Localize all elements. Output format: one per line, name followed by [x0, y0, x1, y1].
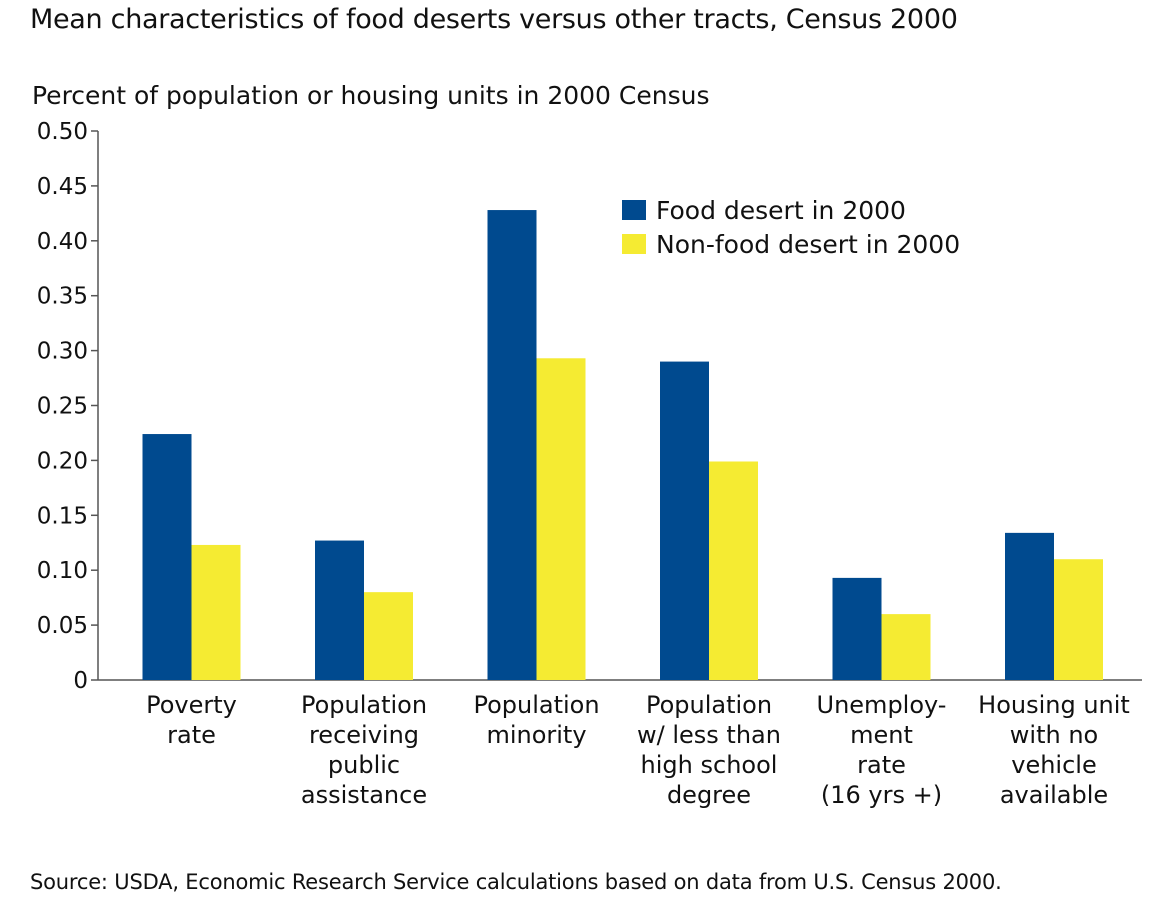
bar-food-desert: [487, 210, 537, 680]
y-tick-label: 0.40: [37, 229, 88, 255]
chart-title: Mean characteristics of food deserts ver…: [30, 4, 958, 35]
bar-non-food-desert: [881, 614, 931, 680]
y-ticks: 0 0.05 0.10 0.15 0.20 0.25 0.30 0.35 0.40 0.45 0.5…: [37, 119, 98, 694]
x-tick-label: Poverty rate: [146, 691, 237, 749]
x-tick-label: Housing unit with no vehicle available: [978, 691, 1130, 809]
bar-food-desert: [660, 361, 709, 680]
y-tick-label: 0.25: [37, 394, 88, 420]
x-tick-label: Population w/ less than high school degree: [637, 691, 781, 809]
bar-food-desert: [142, 434, 192, 680]
y-tick-label: 0: [73, 668, 88, 694]
bar-non-food-desert: [536, 358, 586, 680]
y-axis-label: Percent of population or housing units i…: [32, 81, 709, 110]
legend-swatch: [622, 234, 646, 254]
x-tick-label: Population minority: [473, 691, 599, 749]
bar-non-food-desert: [191, 544, 241, 680]
y-tick-label: 0.10: [37, 558, 88, 584]
x-tick-label: Unemploy-ment rate (16 yrs +): [817, 691, 947, 809]
bars: [142, 210, 1103, 680]
y-tick-label: 0.50: [37, 119, 88, 145]
y-tick-label: 0.20: [37, 448, 88, 474]
legend: Food desert in 2000 Non-food desert in 20…: [622, 196, 960, 259]
bar-non-food-desert: [1054, 559, 1103, 680]
bar-food-desert: [832, 577, 882, 680]
legend-swatch: [622, 200, 646, 220]
y-tick-label: 0.15: [37, 503, 88, 529]
y-tick-label: 0.35: [37, 284, 88, 310]
axes: [97, 131, 1142, 681]
source-note: Source: USDA, Economic Research Service …: [30, 870, 1002, 894]
bar-non-food-desert: [709, 461, 758, 680]
y-tick-label: 0.30: [37, 339, 88, 365]
bar-non-food-desert: [364, 592, 413, 680]
x-tick-label: Population receiving public assistance: [301, 691, 427, 809]
legend-label: Food desert in 2000: [656, 196, 906, 225]
bar-food-desert: [1005, 532, 1054, 680]
y-tick-label: 0.05: [37, 613, 88, 639]
y-tick-label: 0.45: [37, 174, 88, 200]
x-tick-labels: Poverty rate Population receiving public assi…: [146, 691, 1130, 809]
legend-label: Non-food desert in 2000: [656, 230, 960, 259]
bar-food-desert: [315, 540, 364, 680]
